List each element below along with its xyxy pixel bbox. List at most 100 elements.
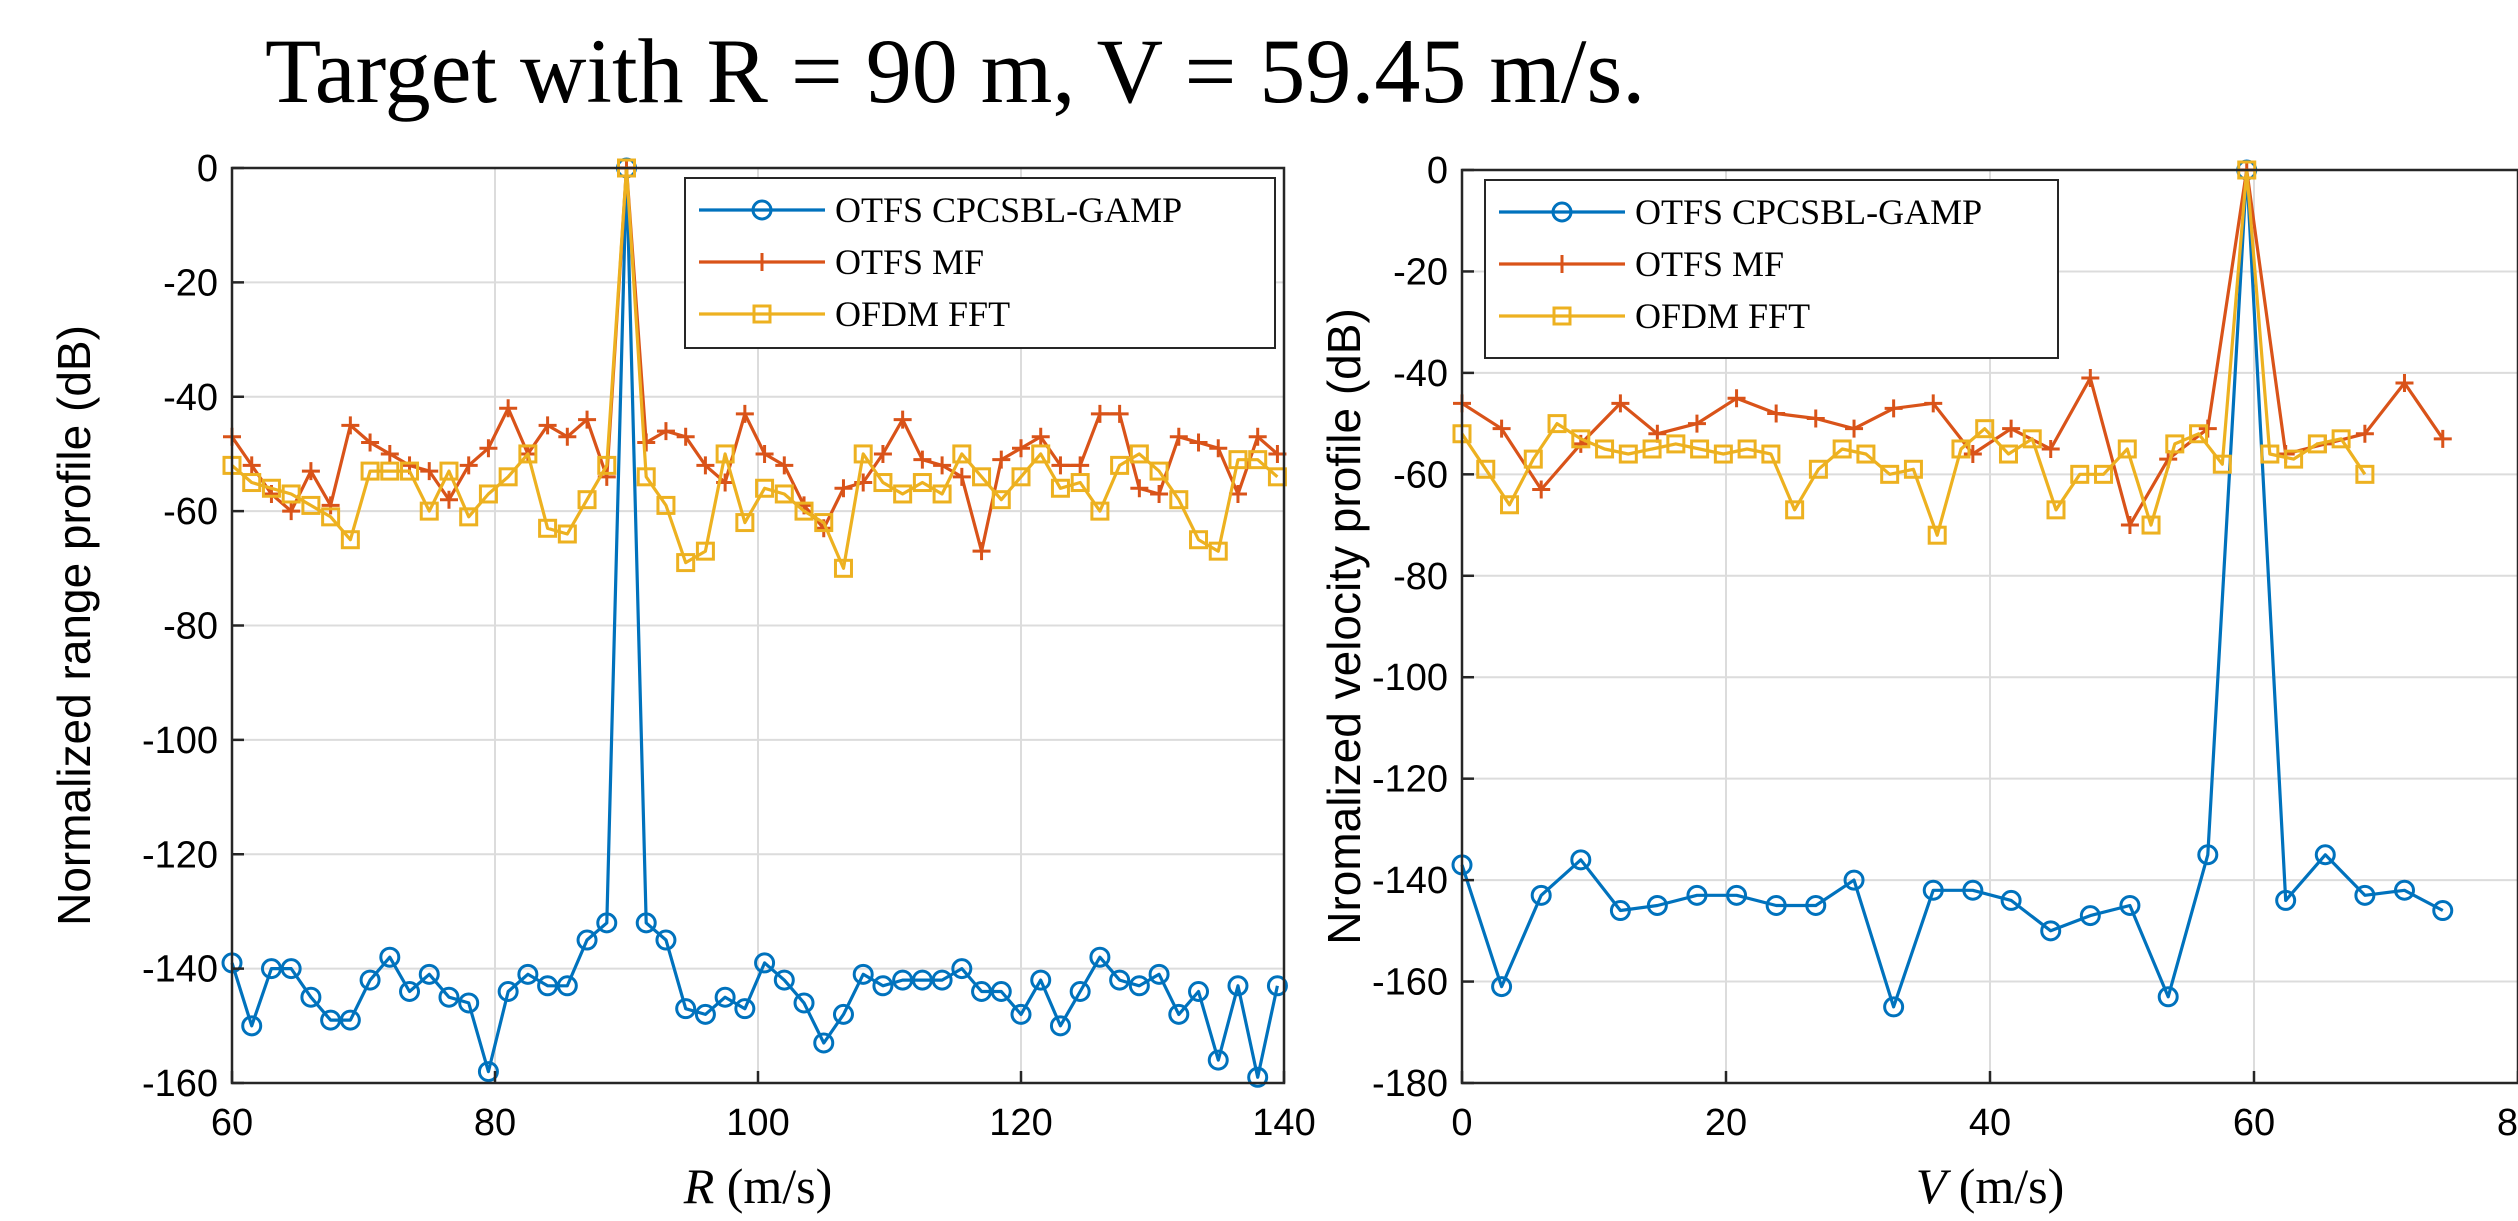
range-xtick-label-2: 100: [726, 1102, 789, 1144]
range-series-cpcsbl-point-50: [1207, 1049, 1229, 1071]
range-series-mf-point-41: [1031, 427, 1050, 446]
range-series-mf-point-35: [913, 450, 932, 469]
velocity-ytick-label-9: -180: [1372, 1063, 1448, 1105]
velocity-series-cpcsbl-point-3: [1570, 849, 1592, 871]
velocity-series-ofdm-point-3: [1523, 449, 1543, 469]
range-series-ofdm-point-26: [735, 513, 755, 533]
velocity-legend-label-cpcsbl: OTFS CPCSBL-GAMP: [1635, 192, 1982, 232]
velocity-series-ofdm-point-37: [2331, 429, 2351, 449]
range-series-ofdm: [222, 158, 1287, 578]
range-ytick-label-5: -100: [142, 720, 218, 762]
velocity-legend-label-ofdm: OFDM FFT: [1635, 296, 1810, 336]
range-series-cpcsbl-point-38: [971, 981, 993, 1002]
range-series-ofdm-point-46: [1129, 444, 1149, 464]
velocity-series-mf-point-6: [1687, 414, 1706, 433]
range-series-ofdm-point-35: [912, 473, 932, 493]
range-series-ofdm-point-14: [498, 467, 518, 487]
range-series-cpcsbl-point-6: [339, 1009, 361, 1031]
velocity-series-cpcsbl-point-18: [2157, 986, 2179, 1008]
range-series-ofdm-point-32: [853, 444, 873, 464]
velocity-ytick-label-8: -160: [1372, 962, 1448, 1004]
velocity-series-ofdm-point-26: [2070, 464, 2090, 484]
range-series-cpcsbl-point-53: [1266, 975, 1288, 997]
range-series-cpcsbl-point-52: [1247, 1066, 1269, 1088]
velocity-series-mf-point-24: [2395, 374, 2414, 393]
velocity-series-ofdm-point-35: [2284, 449, 2304, 469]
velocity-legend-square-marker-ofdm-point-0: [1552, 306, 1572, 326]
velocity-series-ofdm-point-4: [1547, 414, 1567, 434]
range-xtick-label-4: 140: [1252, 1102, 1315, 1144]
range-series-mf-point-47: [1150, 484, 1169, 503]
velocity-xtick-label-0: 0: [1451, 1102, 1472, 1144]
range-series-cpcsbl-point-44: [1089, 946, 1111, 968]
velocity-series-ofdm-point-6: [1595, 439, 1615, 459]
range-series-mf-point-40: [1012, 439, 1030, 458]
velocity-series-ofdm-point-22: [1975, 419, 1995, 439]
range-series-ofdm-point-17: [557, 524, 577, 544]
range-series-ofdm-point-3: [281, 484, 301, 504]
range-series-cpcsbl-point-14: [497, 981, 519, 1002]
velocity-series-ofdm-point-12: [1737, 439, 1757, 459]
range-series-mf-point-45: [1110, 404, 1129, 423]
range-series-mf-point-5: [321, 496, 340, 515]
range-series-mf-point-28: [775, 456, 794, 475]
velocity-series-ofdm-point-16: [1832, 439, 1852, 459]
range-series-ofdm-point-4: [301, 495, 321, 515]
range-series-cpcsbl-point-41: [1030, 969, 1052, 991]
range-series-mf-point-37: [952, 467, 971, 486]
velocity-series-ofdm-point-25: [2046, 500, 2066, 520]
range-series-cpcsbl-point-45: [1109, 969, 1131, 991]
velocity-series-ofdm-point-15: [1808, 459, 1828, 479]
velocity-series-cpcsbl-point-7: [1726, 884, 1748, 906]
range-series-cpcsbl-point-7: [359, 969, 381, 991]
velocity-series-ofdm-point-24: [2022, 429, 2042, 449]
range-series-cpcsbl-point-12: [458, 992, 480, 1014]
range-series-ofdm-point-44: [1090, 501, 1110, 521]
range-series-cpcsbl-point-36: [931, 969, 953, 991]
velocity-series-cpcsbl-point-2: [1530, 884, 1552, 906]
range-series-ofdm-point-8: [380, 461, 400, 481]
velocity-series-mf-point-7: [1727, 389, 1746, 408]
range-series-ofdm-point-50: [1208, 541, 1228, 561]
range-series-mf-point-39: [992, 450, 1011, 469]
range-series-mf-point-6: [341, 416, 360, 435]
velocity-ytick-label-0: 0: [1427, 150, 1448, 192]
range-ytick-label-8: -160: [142, 1063, 218, 1105]
velocity-series-cpcsbl-point-23: [2354, 884, 2376, 906]
range-series-cpcsbl-point-46: [1128, 975, 1150, 997]
velocity-ytick-label-1: -20: [1393, 251, 1448, 293]
range-series-mf-point-24: [696, 456, 715, 475]
range-series-cpcsbl-point-37: [951, 958, 973, 980]
range-series-ofdm-point-43: [1070, 473, 1090, 493]
range-series-cpcsbl-point-27: [754, 952, 776, 974]
range-series-cpcsbl-line: [230, 166, 1279, 1079]
range-series-ofdm-point-2: [261, 478, 281, 498]
range-ytick-label-6: -120: [142, 834, 218, 876]
velocity-series-ofdm-point-10: [1690, 439, 1710, 459]
range-series-ofdm-point-18: [577, 490, 597, 510]
velocity-series-mf-line: [1461, 168, 2445, 527]
velocity-series-mf-point-4: [1611, 394, 1630, 413]
range-series-ofdm-point-23: [676, 553, 696, 573]
velocity-series-ofdm-point-18: [1880, 464, 1900, 484]
velocity-xtick-label-2: 40: [1969, 1102, 2011, 1144]
range-series-cpcsbl-point-18: [576, 929, 598, 951]
range-series-ofdm-point-28: [774, 484, 794, 504]
range-series-ofdm-point-7: [360, 461, 380, 481]
range-series-ofdm-point-24: [695, 541, 715, 561]
velocity-series-mf-point-1: [1492, 419, 1511, 438]
range-legend-label-ofdm: OFDM FFT: [835, 294, 1010, 334]
range-series-cpcsbl-point-8: [379, 946, 401, 968]
range-series-mf-point-18: [578, 410, 597, 429]
range-series-mf-point-4: [301, 462, 320, 481]
velocity-series-mf-point-9: [1806, 409, 1825, 428]
range-legend-square-marker-ofdm-point-0: [752, 304, 772, 324]
range-series-mf-point-46: [1130, 479, 1149, 498]
range-series-ofdm-point-33: [873, 473, 893, 493]
velocity-series-ofdm-point-9: [1666, 434, 1686, 454]
range-series-cpcsbl-point-17: [556, 975, 578, 997]
velocity-series-cpcsbl-point-25: [2432, 900, 2454, 922]
velocity-series-ofdm-point-14: [1785, 500, 1805, 520]
range-series-cpcsbl-point-29: [793, 992, 815, 1014]
range-series-cpcsbl-point-49: [1188, 981, 1210, 1002]
